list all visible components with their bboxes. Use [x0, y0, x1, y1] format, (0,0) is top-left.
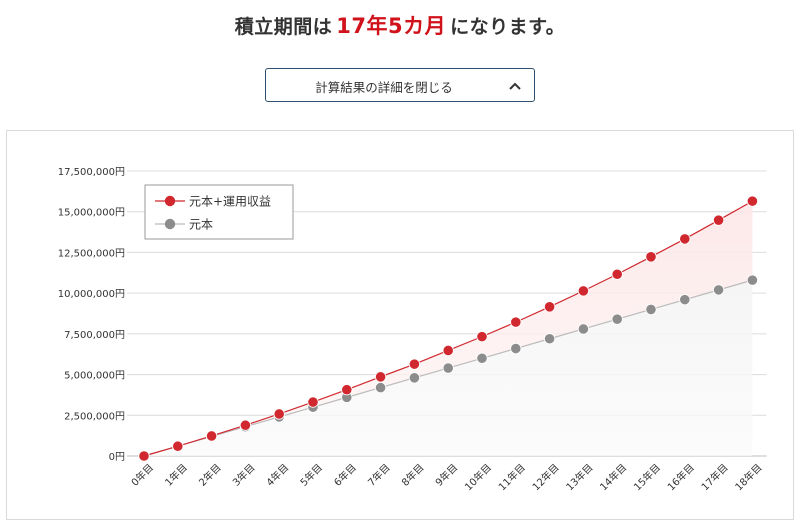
x-tick-label: 18年目	[732, 461, 764, 493]
x-tick-label: 13年目	[563, 461, 595, 493]
x-tick-label: 17年目	[698, 461, 730, 493]
data-point-principal	[645, 303, 657, 316]
y-tick-label: 5,000,000円	[64, 371, 125, 382]
data-point-principal	[374, 382, 387, 394]
headline-period-value: 17年5カ月	[336, 14, 447, 38]
data-point-total	[746, 195, 759, 207]
data-point-total	[307, 396, 319, 408]
x-tick-label: 3年目	[230, 461, 258, 489]
y-tick-label: 2,500,000円	[64, 411, 125, 422]
y-tick-label: 17,500,000円	[58, 167, 125, 178]
data-point-principal	[746, 274, 759, 286]
x-tick-label: 0年目	[128, 461, 156, 489]
x-tick-label: 5年目	[297, 461, 325, 489]
headline-prefix: 積立期間は	[234, 16, 333, 38]
toggle-details-label: 計算結果の詳細を閉じる	[315, 80, 453, 95]
data-point-total	[374, 371, 387, 383]
legend-swatch-marker	[164, 195, 176, 207]
data-point-principal	[510, 342, 522, 355]
x-tick-label: 4年目	[263, 461, 291, 489]
data-point-total	[577, 285, 590, 297]
y-tick-label: 12,500,000円	[58, 248, 125, 259]
x-tick-label: 15年目	[631, 461, 663, 493]
legend-box	[144, 184, 294, 240]
data-point-total	[510, 316, 522, 328]
data-point-total	[712, 214, 725, 226]
data-point-total	[273, 408, 285, 420]
data-point-total	[476, 331, 488, 343]
x-tick-label: 6年目	[331, 461, 359, 489]
data-point-principal	[408, 372, 420, 384]
x-tick-label: 12年目	[529, 461, 561, 493]
y-tick-label: 15,000,000円	[58, 208, 125, 219]
legend-label: 元本+運用収益	[189, 195, 271, 209]
x-tick-label: 1年目	[162, 461, 190, 489]
legend-swatch-marker	[164, 218, 176, 230]
data-point-principal	[476, 352, 488, 364]
data-point-principal	[712, 284, 725, 296]
headline-suffix: になります。	[450, 16, 566, 38]
data-point-total	[679, 233, 691, 245]
data-point-total	[341, 384, 353, 396]
x-tick-label: 7年目	[365, 461, 393, 489]
x-tick-label: 9年目	[432, 461, 460, 489]
chevron-up-icon	[509, 82, 521, 90]
growth-chart: 0円 2,500,000円 5,000,000円 7,500,000円 10,000,0…	[58, 167, 767, 493]
data-point-total	[239, 419, 251, 431]
data-point-total	[172, 440, 184, 452]
x-tick-label: 16年目	[665, 461, 697, 493]
data-point-principal	[577, 323, 590, 335]
data-point-total	[442, 344, 454, 357]
data-point-principal	[679, 294, 691, 306]
result-headline: 積立期間は 17年5カ月 になります。	[0, 10, 800, 40]
x-tick-label: 14年目	[597, 461, 629, 493]
data-point-total	[645, 251, 657, 263]
data-point-total	[206, 430, 218, 442]
data-point-principal	[543, 333, 556, 345]
chart-panel: 0円 2,500,000円 5,000,000円 7,500,000円 10,000,0…	[6, 130, 794, 520]
y-tick-label: 0円	[109, 452, 125, 463]
x-tick-label: 11年目	[496, 461, 528, 493]
data-point-total	[408, 358, 420, 370]
y-tick-label: 10,000,000円	[58, 289, 125, 300]
x-tick-label: 10年目	[462, 461, 494, 493]
x-tick-label: 2年目	[196, 461, 224, 489]
toggle-details-button[interactable]: 計算結果の詳細を閉じる	[265, 68, 535, 102]
data-point-principal	[442, 362, 454, 374]
data-point-principal	[611, 313, 623, 325]
y-tick-label: 7,500,000円	[64, 330, 125, 341]
legend-label: 元本	[189, 218, 213, 232]
x-tick-label: 8年目	[399, 461, 427, 489]
data-point-total	[543, 301, 556, 313]
data-point-total	[138, 450, 150, 462]
data-point-total	[611, 268, 623, 280]
